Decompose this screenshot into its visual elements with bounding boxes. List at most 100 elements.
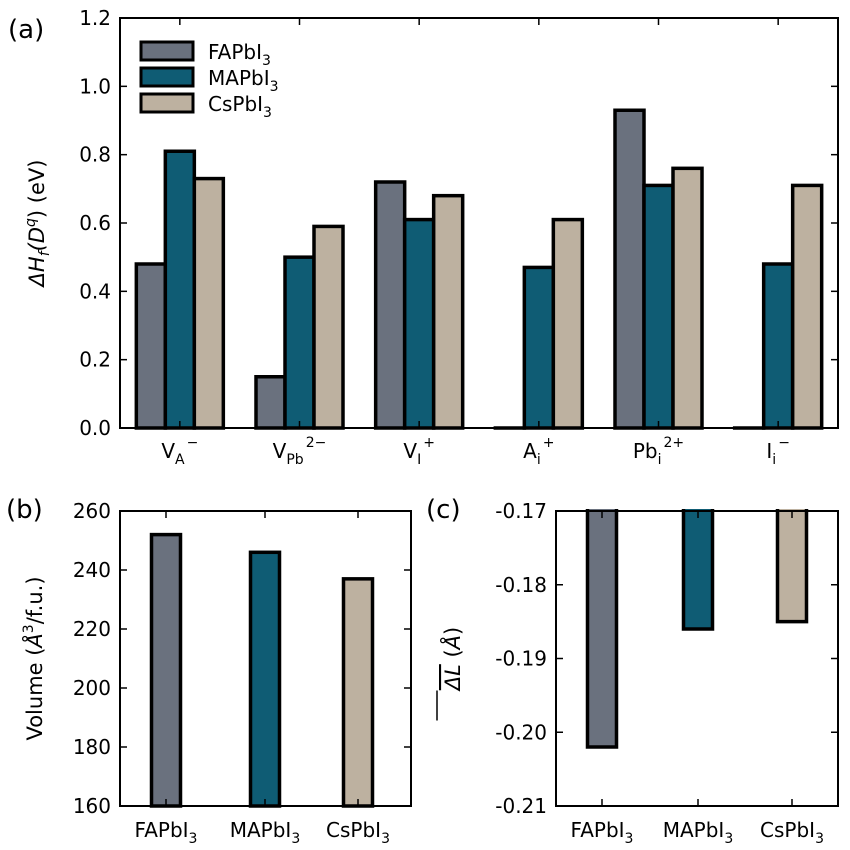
a-ytick-label: 0.2 [79, 348, 111, 372]
a-ytick-label: 0.0 [79, 416, 111, 440]
a-xtick-label: Ai+ [523, 435, 554, 468]
a-panel-label: (a) [8, 15, 44, 45]
ylabel-part: Å [439, 635, 465, 651]
bar-CsPbI3-4 [671, 166, 704, 430]
bar-bond-CsPbI3 [775, 505, 809, 624]
bar-bond-FAPbI3 [585, 505, 619, 749]
legend-sub: 3 [263, 105, 272, 121]
panel-c-bond-length-chart: FAPbI3 MAPbI3 CsPbI3-0.21-0.20-0.19-0.18-0… [426, 495, 840, 847]
legend-label-CsPbI3: CsPbI3 [208, 92, 272, 121]
a-ytick-label: 0.6 [79, 211, 111, 235]
xtick-base: MAPbI [663, 818, 725, 842]
xtick-sub: 3 [815, 831, 824, 847]
xtick-sub: 3 [291, 831, 300, 847]
xtick-base: MAPbI [230, 818, 292, 842]
xtick-base: V [273, 439, 287, 463]
ylabel-sub: f [37, 249, 53, 256]
b-ytick-label: 200 [73, 676, 111, 700]
b-ytick-label: 180 [73, 735, 111, 759]
ylabel-part: Å [21, 633, 47, 649]
bar-FAPbI3-4 [613, 108, 646, 430]
bar-volume-MAPbI3 [248, 550, 282, 808]
a-ytick-label: 1.0 [79, 74, 111, 98]
b-ylabel: Volume (Å3/f.u.) [21, 576, 47, 740]
xtick-sub: 3 [381, 831, 390, 847]
b-ytick-label: 240 [73, 558, 111, 582]
a-xtick-label: VA− [161, 435, 198, 468]
bar-FAPbI3-1 [254, 375, 287, 430]
axes-frame [119, 510, 412, 807]
legend-swatch-MAPbI3 [139, 66, 195, 88]
b-xtick-label: CsPbI3 [326, 818, 390, 847]
bar-CsPbI3-2 [431, 193, 465, 430]
xtick-base: CsPbI [760, 818, 815, 842]
legend-label-MAPbI3: MAPbI3 [208, 66, 279, 95]
legend-name: CsPbI [208, 92, 263, 116]
c-panel-label: (c) [426, 495, 461, 525]
xtick-sup: + [543, 435, 555, 451]
xtick-base: CsPbI [326, 818, 381, 842]
bar-MAPbI3-1 [283, 255, 316, 430]
c-ytick-label: -0.20 [495, 720, 547, 744]
panel-a-defect-formation-chart: VA− VPb2− VI+ Ai+ Pbi2+ Ii−0.00.20.40.60.81.0… [8, 6, 839, 468]
ylabel-part: /f.u.) [23, 576, 47, 624]
ylabel-sup: q [23, 218, 39, 227]
legend-label-FAPbI3: FAPbI3 [208, 40, 271, 69]
ylabel-part: ) (eV) [25, 160, 49, 219]
c-xtick-label: FAPbI3 [571, 818, 634, 847]
a-xtick-label: VPb2− [273, 435, 327, 468]
a-ytick-label: 1.2 [79, 6, 111, 30]
ylabel-part: ΔL [441, 664, 465, 692]
ylabel-part: Volume ( [23, 648, 47, 741]
xtick-base: V [161, 439, 175, 463]
xtick-base: FAPbI [571, 818, 625, 842]
legend-name: FAPbI [208, 40, 262, 64]
c-ytick-label: -0.19 [495, 647, 547, 671]
xtick-base: FAPbI [135, 818, 189, 842]
xtick-sup: − [187, 435, 199, 451]
a-ytick-label: 0.8 [79, 143, 111, 167]
xtick-base: V [403, 439, 417, 463]
bar-MAPbI3-4 [642, 183, 675, 430]
bar-FAPbI3-2 [373, 180, 407, 430]
bar-bond-MAPbI3 [681, 505, 715, 631]
b-ytick-label: 260 [73, 499, 111, 523]
a-xtick-label: VI+ [403, 435, 435, 468]
bar-CsPbI3-1 [312, 224, 345, 430]
b-panel-label: (b) [6, 495, 43, 525]
bar-MAPbI3-0 [163, 149, 197, 430]
a-xtick-label: Ii− [766, 435, 790, 468]
bar-CsPbI3-3 [551, 217, 585, 430]
xtick-base: I [766, 439, 772, 463]
xtick-sup: − [778, 435, 790, 451]
ylabel-part: ) [441, 627, 465, 635]
xtick-sub: 3 [625, 831, 634, 847]
c-ylabel: ΔL (Å) [439, 627, 465, 693]
bar-MAPbI3-2 [402, 217, 436, 430]
panel-b-volume-chart: FAPbI3 MAPbI3 CsPbI3160180200220240260Volu… [6, 495, 412, 847]
bar-CsPbI3-5 [790, 183, 824, 430]
c-xtick-label: MAPbI3 [663, 818, 734, 847]
xtick-sub: i [772, 452, 776, 468]
bar-FAPbI3-0 [134, 262, 168, 430]
ylabel-part: ( [441, 649, 465, 664]
legend-swatch-CsPbI3 [139, 92, 195, 114]
a-ytick-label: 0.4 [79, 279, 111, 303]
bar-volume-CsPbI3 [341, 577, 375, 808]
xtick-base: A [523, 439, 537, 463]
xtick-sub: Pb [286, 452, 303, 468]
c-ytick-label: -0.17 [495, 499, 547, 523]
xtick-sup: + [423, 435, 435, 451]
a-xtick-label: Pbi2+ [633, 435, 684, 468]
xtick-sub: 3 [724, 831, 733, 847]
b-ytick-label: 160 [73, 794, 111, 818]
ylabel-part: (D [25, 227, 49, 251]
legend-swatch-FAPbI3 [139, 40, 195, 62]
xtick-sub: I [417, 452, 421, 468]
b-xtick-label: MAPbI3 [230, 818, 301, 847]
xtick-sub: 3 [189, 831, 198, 847]
xtick-base: Pb [633, 439, 658, 463]
c-top-mask [554, 499, 840, 509]
xtick-sup: 2+ [664, 435, 685, 451]
